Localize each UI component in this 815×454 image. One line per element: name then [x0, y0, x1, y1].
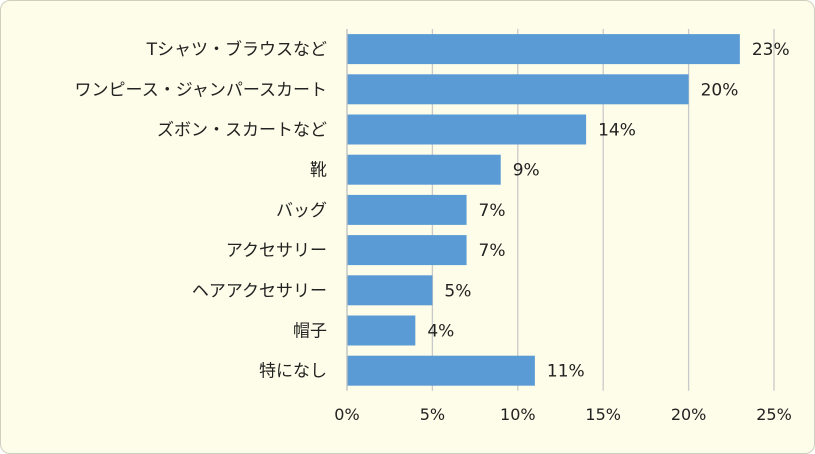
- bar: [347, 275, 433, 306]
- bar: [347, 114, 587, 145]
- data-label: 20%: [701, 80, 739, 100]
- bar: [347, 355, 535, 386]
- x-tick-label: 15%: [585, 405, 621, 424]
- category-label: ヘアアクセサリー: [192, 281, 327, 301]
- category-label: ズボン・スカートなど: [157, 121, 327, 141]
- category-label: Tシャツ・ブラウスなど: [146, 39, 327, 60]
- x-tick-label: 0%: [334, 405, 359, 424]
- data-label: 7%: [479, 241, 506, 261]
- data-label: 11%: [547, 362, 585, 382]
- x-tick-label: 25%: [756, 405, 792, 424]
- category-label: 帽子: [293, 322, 327, 342]
- data-label: 5%: [444, 281, 471, 301]
- bar: [347, 154, 501, 185]
- category-label: 靴: [310, 161, 327, 181]
- category-label: 特になし: [259, 362, 327, 382]
- bar: [347, 194, 467, 225]
- bar: [347, 74, 689, 105]
- labels: 0% 5% 10% 15% 20% 25% Tシャツ・ブラウスなど 23% ワンピース・ジャンパ…: [75, 39, 792, 424]
- category-label: アクセサリー: [226, 241, 327, 261]
- x-tick-label: 5%: [420, 405, 445, 424]
- category-label: ワンピース・ジャンパースカート: [75, 80, 327, 100]
- bars: [347, 34, 740, 386]
- data-label: 9%: [513, 161, 540, 181]
- category-label: バッグ: [276, 201, 327, 221]
- data-label: 23%: [752, 40, 790, 60]
- x-tick-label: 20%: [671, 405, 707, 424]
- bar: [347, 34, 740, 65]
- bar: [347, 235, 467, 266]
- data-label: 14%: [598, 121, 636, 141]
- x-tick-label: 10%: [500, 405, 536, 424]
- bar: [347, 315, 416, 346]
- data-label: 7%: [479, 201, 506, 221]
- data-label: 4%: [427, 322, 454, 342]
